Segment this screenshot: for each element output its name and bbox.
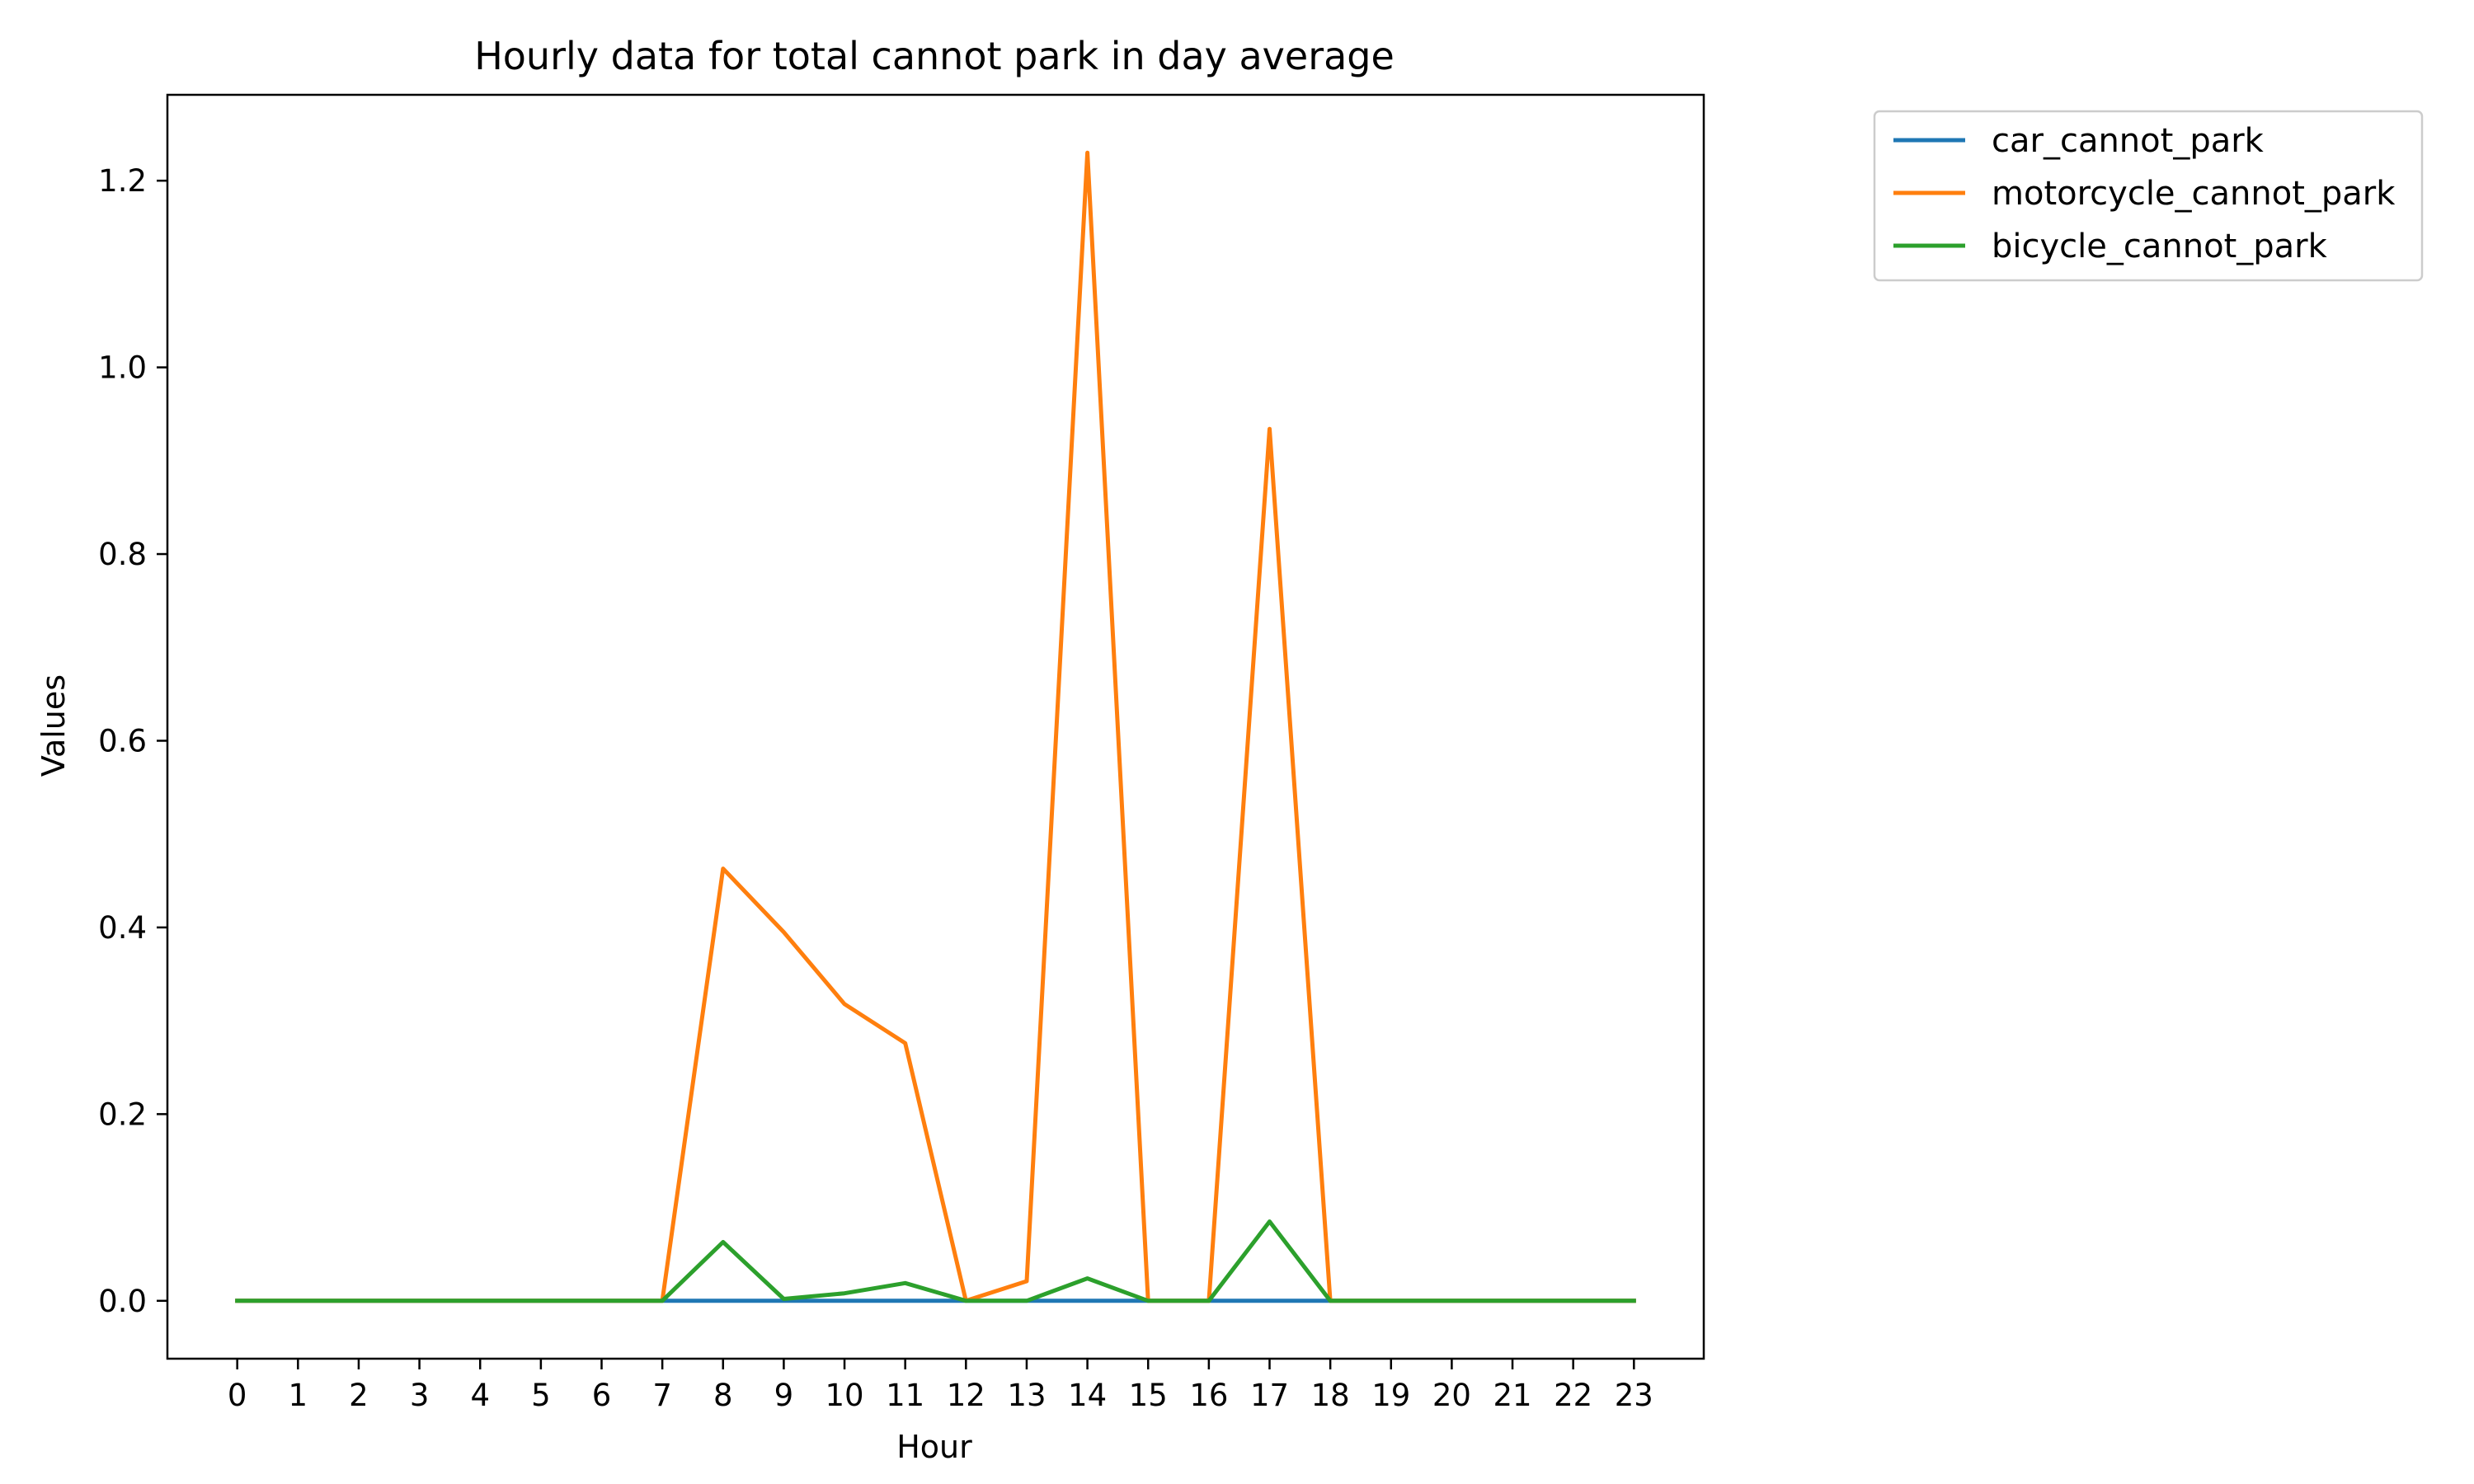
legend-box xyxy=(1873,110,2424,282)
x-tick-label-16: 16 xyxy=(1189,1378,1228,1413)
x-tick-label-8: 8 xyxy=(713,1378,733,1413)
legend-label-car_cannot_park: car_cannot_park xyxy=(1992,122,2265,160)
y-tick-label-5: 1.0 xyxy=(98,350,147,386)
legend-label-motorcycle_cannot_park: motorcycle_cannot_park xyxy=(1992,175,2396,213)
series-line-bicycle_cannot_park xyxy=(235,1219,1636,1303)
x-tick-label-17: 17 xyxy=(1250,1378,1289,1413)
y-tick-label-0: 0.0 xyxy=(98,1284,147,1319)
x-tick-label-20: 20 xyxy=(1432,1378,1471,1413)
x-tick-label-19: 19 xyxy=(1371,1378,1410,1413)
y-tick-label-2: 0.4 xyxy=(98,910,147,946)
x-tick-label-2: 2 xyxy=(349,1378,369,1413)
x-tick-label-10: 10 xyxy=(825,1378,863,1413)
x-tick-label-1: 1 xyxy=(289,1378,308,1413)
y-tick-label-4: 0.8 xyxy=(98,537,147,572)
plot-area: 0 1 2 3 4 5 6 7 8 9 10 11 12 13 14 15 16 17 18 19 20 21 22 230.… xyxy=(98,93,1705,1413)
x-tick-label-4: 4 xyxy=(470,1378,490,1413)
axes-frame xyxy=(166,93,1705,1360)
x-tick-label-13: 13 xyxy=(1007,1378,1046,1413)
x-tick-label-9: 9 xyxy=(774,1378,794,1413)
y-tick-label-3: 0.6 xyxy=(98,723,147,758)
x-tick-label-15: 15 xyxy=(1129,1378,1168,1413)
x-tick-label-18: 18 xyxy=(1311,1378,1350,1413)
x-tick-label-0: 0 xyxy=(228,1378,247,1413)
legend-label-bicycle_cannot_park: bicycle_cannot_park xyxy=(1992,228,2328,265)
x-axis-label: Hour xyxy=(896,1429,972,1465)
x-tick-label-5: 5 xyxy=(531,1378,551,1413)
chart-title: Hourly data for total cannot park in day… xyxy=(474,34,1395,78)
y-axis-label: Values xyxy=(35,674,72,777)
x-tick-label-23: 23 xyxy=(1615,1378,1653,1413)
y-tick-label-1: 0.2 xyxy=(98,1097,147,1132)
x-tick-label-7: 7 xyxy=(652,1378,672,1413)
x-tick-label-6: 6 xyxy=(592,1378,612,1413)
x-tick-label-11: 11 xyxy=(886,1378,924,1413)
x-tick-label-12: 12 xyxy=(947,1378,985,1413)
legend: car_cannot_park motorcycle_cannot_parkbic… xyxy=(1873,110,2424,282)
x-tick-label-3: 3 xyxy=(410,1378,430,1413)
x-tick-label-22: 22 xyxy=(1554,1378,1592,1413)
x-tick-label-14: 14 xyxy=(1068,1378,1107,1413)
y-tick-label-6: 1.2 xyxy=(98,163,147,199)
x-tick-label-21: 21 xyxy=(1493,1378,1531,1413)
